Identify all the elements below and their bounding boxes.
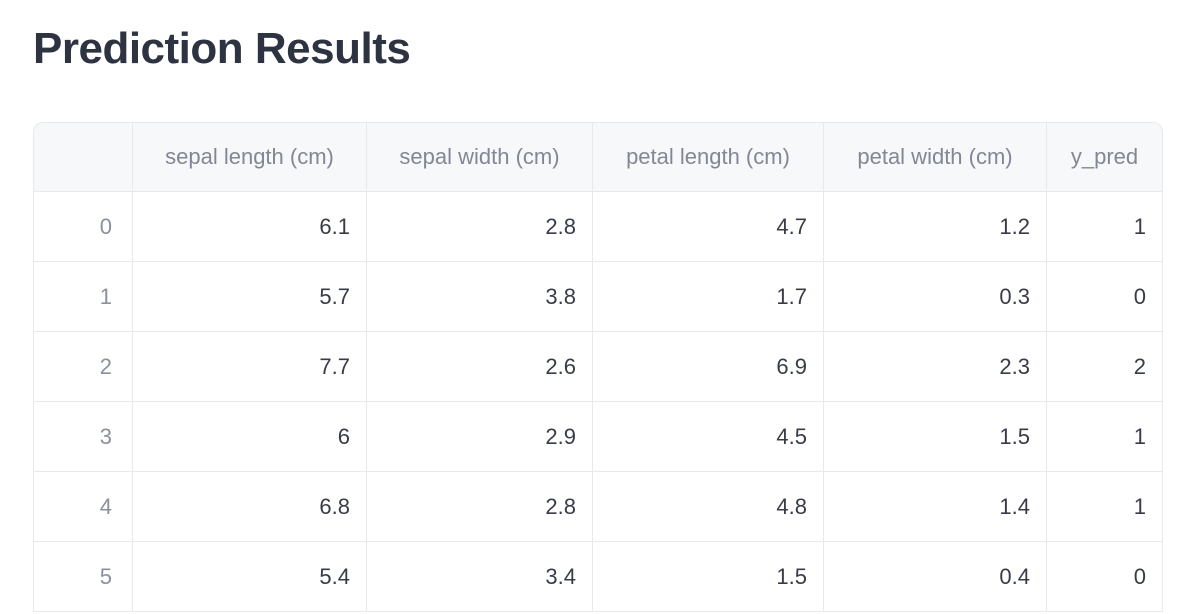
table-body: 0 6.1 2.8 4.7 1.2 1 1 5.7 3.8 1.7 0.3 0 2 7.7 2.6 6.9 2.… [33, 192, 1163, 613]
table-cell: 3.8 [367, 262, 593, 333]
table-cell: 1.5 [593, 542, 824, 613]
table-header-row: sepal length (cm) sepal width (cm) petal l… [33, 122, 1163, 193]
table-cell: 1 [1047, 472, 1163, 543]
table-cell: 1 [1047, 192, 1163, 263]
table-cell: 0 [1047, 542, 1163, 613]
table-cell: 0.3 [824, 262, 1047, 333]
row-index-cell: 5 [33, 542, 133, 613]
table-cell: 6.9 [593, 332, 824, 403]
row-index-cell: 4 [33, 472, 133, 543]
row-index-cell: 1 [33, 262, 133, 333]
table-row: 2 7.7 2.6 6.9 2.3 2 [33, 332, 1163, 403]
row-index-cell: 2 [33, 332, 133, 403]
results-table: sepal length (cm) sepal width (cm) petal l… [33, 122, 1163, 613]
table-row: 3 6 2.9 4.5 1.5 1 [33, 402, 1163, 473]
table-header-cell: petal width (cm) [824, 122, 1047, 193]
table-header-cell: y_pred [1047, 122, 1163, 193]
table-cell: 2 [1047, 332, 1163, 403]
table-cell: 1.7 [593, 262, 824, 333]
index-header-cell [33, 122, 133, 193]
table-row: 5 5.4 3.4 1.5 0.4 0 [33, 542, 1163, 613]
table-cell: 3.4 [367, 542, 593, 613]
table-row: 4 6.8 2.8 4.8 1.4 1 [33, 472, 1163, 543]
table-cell: 0 [1047, 262, 1163, 333]
table-cell: 4.8 [593, 472, 824, 543]
table-cell: 4.5 [593, 402, 824, 473]
page-title: Prediction Results [33, 24, 411, 73]
table-cell: 2.6 [367, 332, 593, 403]
table-cell: 7.7 [133, 332, 367, 403]
table-header-cell: petal length (cm) [593, 122, 824, 193]
row-index-cell: 0 [33, 192, 133, 263]
table-cell: 6 [133, 402, 367, 473]
table-cell: 2.8 [367, 192, 593, 263]
table-cell: 2.3 [824, 332, 1047, 403]
table-cell: 6.1 [133, 192, 367, 263]
table-cell: 1.2 [824, 192, 1047, 263]
table-cell: 1.4 [824, 472, 1047, 543]
table-cell: 1.5 [824, 402, 1047, 473]
table-cell: 4.7 [593, 192, 824, 263]
table-cell: 1 [1047, 402, 1163, 473]
table-cell: 2.9 [367, 402, 593, 473]
table-cell: 6.8 [133, 472, 367, 543]
table-header-cell: sepal length (cm) [133, 122, 367, 193]
table-row: 0 6.1 2.8 4.7 1.2 1 [33, 192, 1163, 263]
table-cell: 5.4 [133, 542, 367, 613]
table-header-cell: sepal width (cm) [367, 122, 593, 193]
table-row: 1 5.7 3.8 1.7 0.3 0 [33, 262, 1163, 333]
results-table-container: sepal length (cm) sepal width (cm) petal l… [33, 122, 1166, 613]
row-index-cell: 3 [33, 402, 133, 473]
table-cell: 0.4 [824, 542, 1047, 613]
table-cell: 5.7 [133, 262, 367, 333]
table-cell: 2.8 [367, 472, 593, 543]
